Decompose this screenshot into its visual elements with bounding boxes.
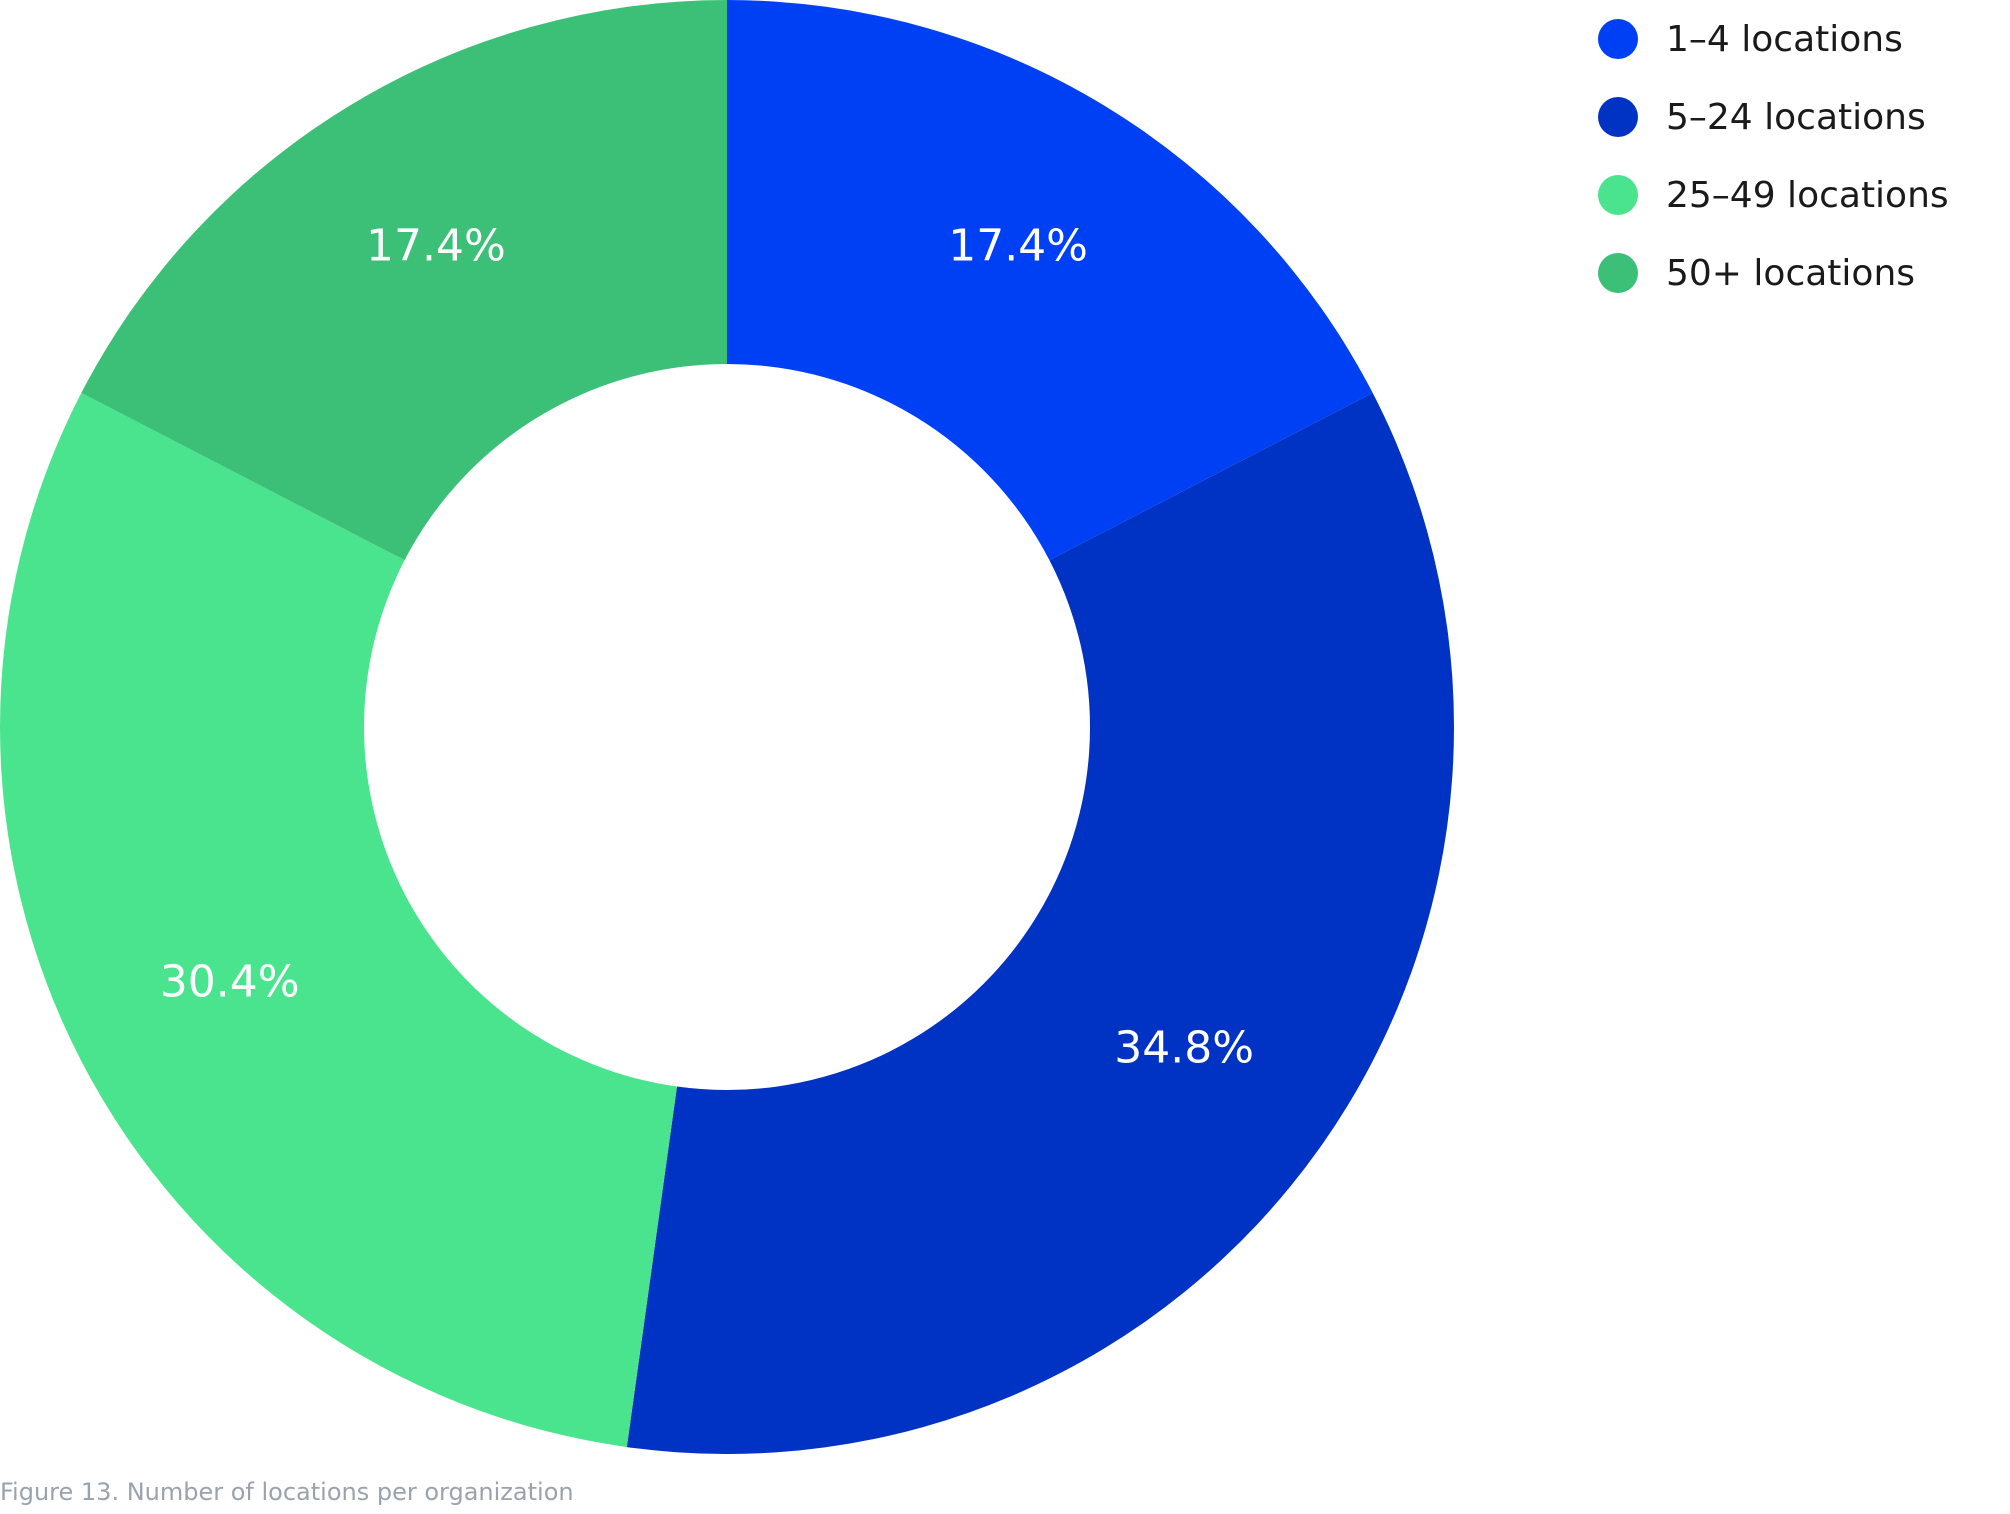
legend-swatch (1598, 97, 1638, 137)
legend-item: 5–24 locations (1598, 78, 1949, 156)
chart-legend: 1–4 locations 5–24 locations 25–49 locatio… (1598, 0, 1949, 312)
legend-label: 25–49 locations (1666, 174, 1949, 216)
slice-label-4: 17.4% (366, 221, 506, 272)
donut-labels: 17.4% 34.8% 30.4% 17.4% (160, 221, 1254, 1074)
donut-slice-1 (727, 0, 1373, 561)
legend-item: 50+ locations (1598, 234, 1949, 312)
legend-label: 1–4 locations (1666, 18, 1903, 60)
legend-swatch (1598, 19, 1638, 59)
legend-item: 1–4 locations (1598, 0, 1949, 78)
legend-label: 5–24 locations (1666, 96, 1926, 138)
legend-label: 50+ locations (1666, 252, 1916, 294)
donut-slice-4 (81, 0, 727, 561)
figure-caption: Figure 13. Number of locations per organ… (0, 1478, 574, 1506)
slice-label-3: 30.4% (160, 956, 300, 1007)
legend-swatch (1598, 253, 1638, 293)
legend-item: 25–49 locations (1598, 156, 1949, 234)
donut-slice-2 (626, 392, 1455, 1454)
donut-slice-3 (0, 392, 677, 1448)
slice-label-1: 17.4% (948, 221, 1088, 272)
slice-label-2: 34.8% (1114, 1022, 1254, 1073)
donut-slices (0, 0, 1455, 1454)
legend-swatch (1598, 175, 1638, 215)
